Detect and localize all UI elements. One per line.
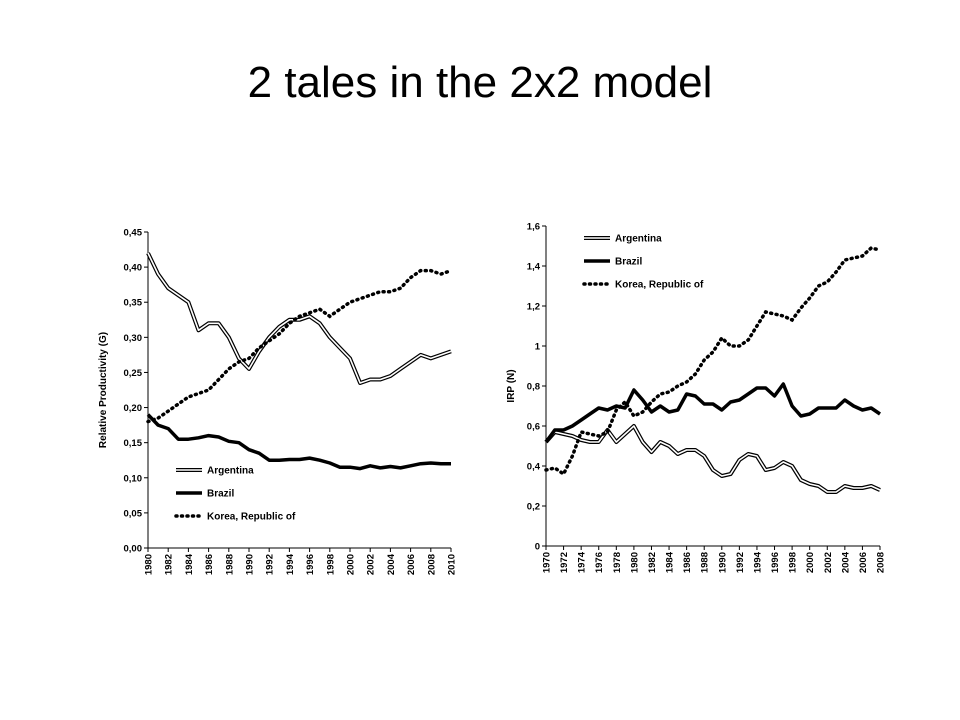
left-chart-series-brazil-line — [146, 413, 451, 471]
right-chart-series-korea-line — [544, 246, 882, 477]
right-chart-series-brazil-line — [544, 382, 881, 444]
right-chart-y-axis-title: IRP (N) — [506, 369, 517, 402]
left-chart-xtick-label: 2008 — [426, 554, 437, 575]
left-chart-ytick-label: 0,15 — [124, 438, 143, 449]
left-chart-xtick-label: 2000 — [346, 554, 357, 575]
left-chart-xtick-label: 1998 — [325, 554, 336, 575]
left-chart-xtick-label: 1984 — [184, 553, 195, 575]
right-chart-series-argentina-legend-label: Argentina — [615, 234, 662, 245]
left-chart-ytick-label: 0,20 — [124, 403, 143, 414]
right-chart-series-brazil-legend-label: Brazil — [615, 257, 642, 268]
right-chart-xtick-label: 1986 — [682, 552, 693, 573]
left-chart-ytick-label: 0,40 — [124, 263, 143, 274]
right-chart-xtick-label: 1996 — [770, 552, 781, 573]
left-chart-xtick-label: 1994 — [285, 553, 296, 575]
left-chart-ytick-label: 0,05 — [124, 508, 143, 519]
left-chart-ytick-label: 0,45 — [124, 228, 143, 239]
left-chart-series-argentina-legend-label: Argentina — [207, 466, 254, 477]
left-chart-xtick-label: 1980 — [144, 554, 155, 575]
right-chart-xtick-label: 1994 — [752, 551, 763, 573]
right-chart-series-korea-legend-label: Korea, Republic of — [615, 280, 704, 291]
right-chart-xtick-label: 1978 — [612, 552, 623, 573]
right-chart-series-argentina-line — [544, 424, 881, 494]
left-chart-xtick-label: 2002 — [366, 554, 377, 575]
right-chart-ytick-label: 1,2 — [527, 302, 540, 313]
right-chart-ytick-label: 0,2 — [527, 502, 540, 513]
left-chart-xtick-label: 1982 — [164, 554, 175, 575]
left-chart-xtick-label: 1990 — [245, 554, 256, 575]
right-chart-xtick-label: 2002 — [823, 552, 834, 573]
slide-title: 2 tales in the 2x2 model — [247, 58, 713, 107]
left-chart-xtick-label: 2006 — [406, 554, 417, 575]
left-chart-ytick-label: 0,30 — [124, 333, 143, 344]
right-chart-xtick-label: 1984 — [665, 551, 676, 573]
left-chart-ytick-label: 0,35 — [124, 298, 143, 309]
left-chart-xtick-label: 1986 — [204, 554, 215, 575]
right-chart-xtick-label: 1974 — [577, 551, 588, 573]
right-chart-xtick-label: 2006 — [858, 552, 869, 573]
right-chart-ytick-label: 0,8 — [527, 382, 540, 393]
left-chart-xtick-label: 1988 — [224, 554, 235, 575]
left-chart-series-argentina-line-inner — [147, 252, 452, 384]
right-chart-series-argentina-line-inner — [545, 425, 881, 493]
right-chart-xtick-label: 1970 — [542, 552, 553, 573]
right-chart-xtick-label: 2008 — [876, 552, 887, 573]
right-chart-xtick-label: 1990 — [717, 552, 728, 573]
chart-relative-productivity: 0,00 0,05 0,10 0,15 0,20 0,25 0,30 0,35 0,40 0,45… — [98, 228, 458, 576]
right-chart-ytick-label: 0 — [535, 542, 540, 553]
right-chart-ytick-label: 1,6 — [527, 222, 540, 233]
right-chart-xtick-label: 1998 — [788, 552, 799, 573]
chart-irp: 0 0,2 0,4 0,6 0,8 1 1,2 1,4 1,6 1970 1972 1974 1976 1… — [506, 222, 887, 574]
left-chart-series-korea-line — [146, 268, 453, 424]
left-chart-ytick-label: 0,25 — [124, 368, 143, 379]
right-chart-xtick-label: 1972 — [559, 552, 570, 573]
right-chart-xtick-label: 1992 — [735, 552, 746, 573]
right-chart-ytick-label: 1 — [535, 342, 541, 353]
left-chart-xtick-label: 1992 — [265, 554, 276, 575]
right-chart-ytick-label: 0,4 — [527, 462, 541, 473]
left-chart-xtick-label: 2004 — [386, 553, 397, 575]
left-chart-series-korea-legend-label: Korea, Republic of — [207, 512, 296, 523]
right-chart-xtick-label: 2004 — [840, 551, 851, 573]
left-chart-ytick-label: 0,00 — [124, 544, 143, 555]
right-chart-xtick-label: 1976 — [594, 552, 605, 573]
right-chart-xtick-label: 1982 — [647, 552, 658, 573]
right-chart-xtick-label: 1980 — [629, 552, 640, 573]
right-chart-ytick-label: 1,4 — [527, 262, 541, 273]
left-chart-y-axis-title: Relative Productivity (G) — [98, 332, 109, 448]
left-chart-xtick-label: 2010 — [447, 554, 458, 575]
left-chart-ytick-label: 0,10 — [124, 473, 143, 484]
right-chart-xtick-label: 2000 — [805, 552, 816, 573]
right-chart-xtick-label: 1988 — [700, 552, 711, 573]
left-chart-series-brazil-legend-label: Brazil — [207, 489, 234, 500]
right-chart-ytick-label: 0,6 — [527, 422, 540, 433]
left-chart-xtick-label: 1996 — [305, 554, 316, 575]
